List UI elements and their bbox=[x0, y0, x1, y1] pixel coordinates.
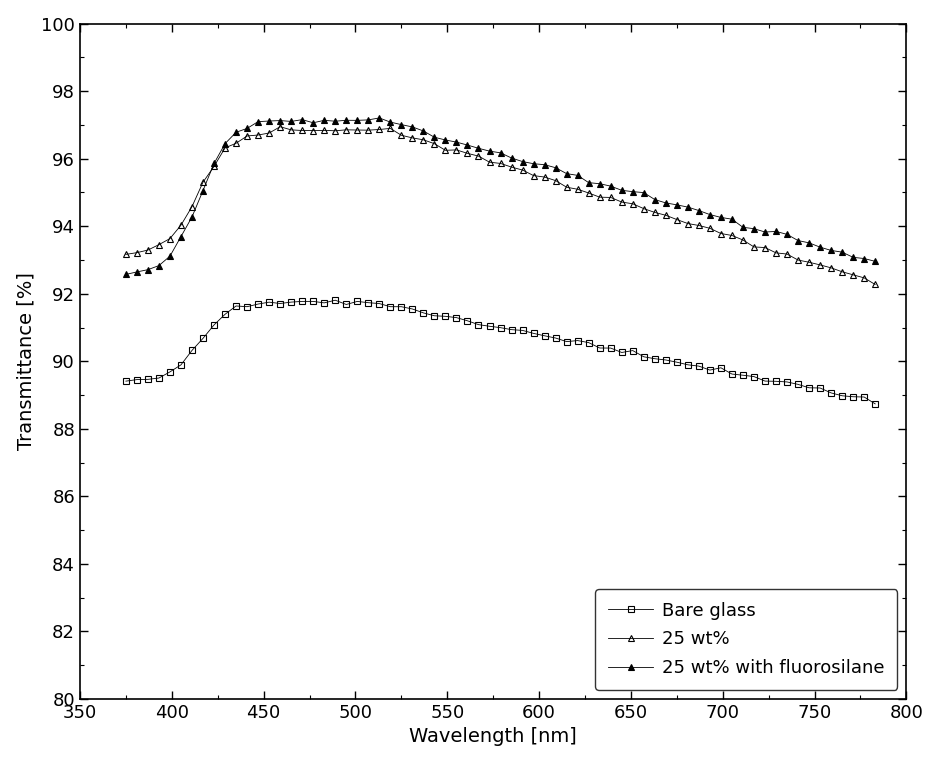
25 wt% with fluorosilane bbox=[374, 114, 385, 123]
25 wt% bbox=[374, 125, 385, 134]
25 wt% bbox=[263, 128, 274, 137]
Bare glass bbox=[561, 337, 572, 346]
25 wt% bbox=[120, 250, 132, 259]
Bare glass bbox=[330, 295, 341, 304]
Bare glass bbox=[384, 302, 396, 311]
Legend: Bare glass, 25 wt%, 25 wt% with fluorosilane: Bare glass, 25 wt%, 25 wt% with fluorosi… bbox=[595, 589, 898, 690]
25 wt% bbox=[176, 221, 187, 230]
Bare glass bbox=[263, 298, 274, 307]
25 wt% with fluorosilane bbox=[120, 270, 132, 279]
Line: Bare glass: Bare glass bbox=[123, 297, 878, 407]
25 wt% with fluorosilane bbox=[384, 118, 396, 127]
Y-axis label: Transmittance [%]: Transmittance [%] bbox=[17, 272, 36, 450]
Bare glass bbox=[120, 377, 132, 386]
Bare glass bbox=[870, 399, 881, 408]
Bare glass bbox=[176, 360, 187, 369]
Line: 25 wt% with fluorosilane: 25 wt% with fluorosilane bbox=[123, 114, 878, 278]
25 wt% with fluorosilane bbox=[363, 115, 374, 124]
25 wt% with fluorosilane bbox=[263, 117, 274, 126]
25 wt% bbox=[274, 122, 286, 131]
25 wt% bbox=[870, 280, 881, 289]
25 wt% with fluorosilane bbox=[561, 169, 572, 179]
Line: 25 wt%: 25 wt% bbox=[123, 124, 878, 288]
25 wt% bbox=[858, 273, 870, 282]
25 wt% with fluorosilane bbox=[858, 254, 870, 263]
25 wt% with fluorosilane bbox=[870, 257, 881, 266]
25 wt% with fluorosilane bbox=[176, 232, 187, 241]
X-axis label: Wavelength [nm]: Wavelength [nm] bbox=[409, 727, 577, 746]
25 wt% bbox=[384, 124, 396, 133]
Bare glass bbox=[374, 299, 385, 308]
25 wt% bbox=[561, 182, 572, 192]
Bare glass bbox=[858, 392, 870, 401]
